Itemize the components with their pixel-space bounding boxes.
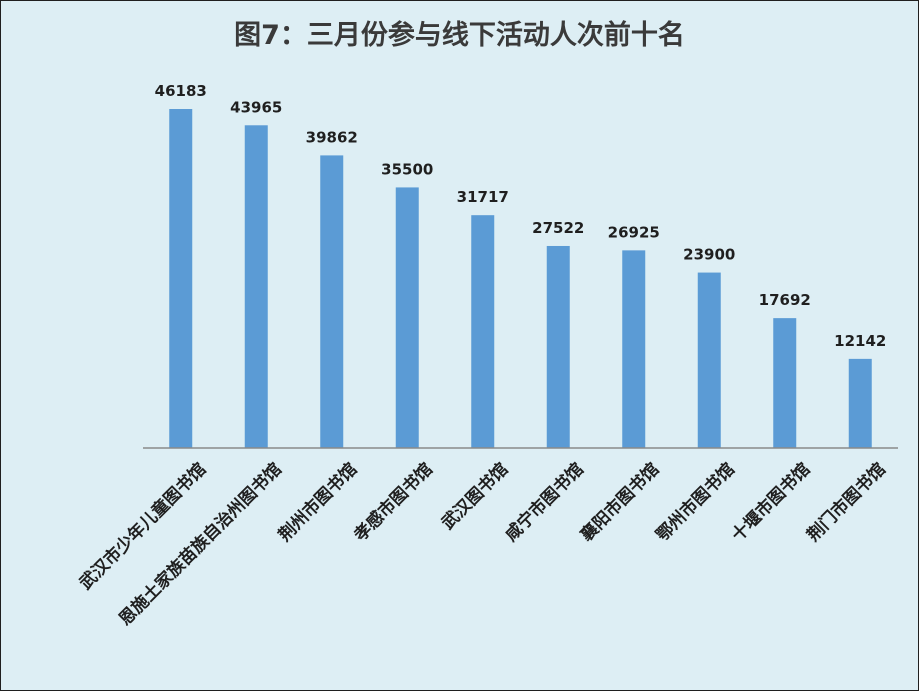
data-label: 12142: [834, 332, 886, 350]
category-label: 鄂州市图书馆: [652, 459, 739, 546]
category-label: 武汉市少年儿童图书馆: [75, 459, 210, 594]
category-label: 武汉图书馆: [437, 459, 512, 534]
bar: [848, 358, 872, 448]
category-label: 咸宁市图书馆: [501, 459, 588, 546]
category-label: 襄阳市图书馆: [576, 459, 664, 547]
bar: [169, 109, 193, 448]
category-label: 荆门市图书馆: [803, 459, 890, 546]
data-label: 23900: [683, 246, 735, 264]
chart-title: 图7：三月份参与线下活动人次前十名: [234, 20, 685, 51]
bar: [546, 245, 570, 448]
category-label: 十堰市图书馆: [727, 459, 814, 546]
category-label: 荆州市图书馆: [274, 459, 361, 546]
category-label: 孝感市图书馆: [350, 459, 437, 546]
data-label: 26925: [608, 223, 660, 241]
data-label: 27522: [532, 219, 584, 237]
bar: [244, 125, 268, 448]
bar: [320, 155, 344, 448]
data-label: 39862: [306, 128, 358, 146]
data-label: 46183: [155, 82, 207, 100]
bar: [697, 272, 721, 448]
bar: [622, 250, 646, 448]
bar: [471, 215, 495, 448]
category-label: 恩施土家族苗族自治州图书馆: [115, 459, 286, 630]
data-label: 35500: [381, 160, 433, 178]
data-label: 31717: [457, 188, 509, 206]
bar: [395, 187, 419, 448]
data-label: 43965: [230, 98, 282, 116]
data-label: 17692: [759, 291, 811, 309]
bar: [773, 318, 797, 448]
